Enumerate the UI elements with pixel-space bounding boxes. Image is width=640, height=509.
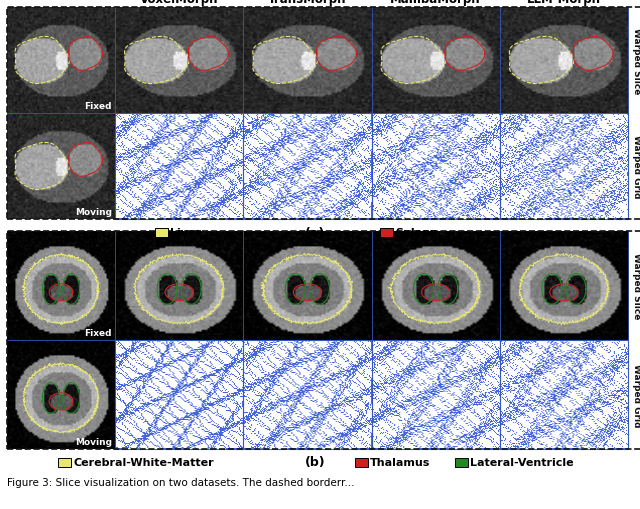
Text: Warped Grid: Warped Grid: [632, 363, 640, 427]
Text: MambaMorph: MambaMorph: [390, 0, 481, 6]
Bar: [371, 341, 500, 449]
Bar: [115, 114, 243, 219]
Text: Cerebral-White-Matter: Cerebral-White-Matter: [73, 457, 214, 467]
Text: TransMorph: TransMorph: [268, 0, 347, 6]
Bar: [115, 341, 243, 449]
Bar: [58, 458, 71, 467]
Text: Warped Slice: Warped Slice: [632, 253, 640, 319]
Text: Spleen: Spleen: [395, 228, 438, 238]
Text: Lateral-Ventricle: Lateral-Ventricle: [470, 457, 573, 467]
Text: Moving: Moving: [75, 437, 112, 446]
Text: Fixed: Fixed: [84, 328, 112, 337]
Text: Thalamus: Thalamus: [370, 457, 430, 467]
Bar: [355, 458, 368, 467]
Text: Figure 3: Slice visualization on two datasets. The dashed borderr...: Figure 3: Slice visualization on two dat…: [7, 477, 355, 487]
Bar: [7, 232, 640, 449]
Bar: [243, 341, 371, 449]
Bar: [155, 228, 168, 237]
Bar: [500, 114, 628, 219]
Text: Liver: Liver: [170, 228, 201, 238]
Text: Warped Slice: Warped Slice: [632, 28, 640, 94]
Bar: [371, 114, 500, 219]
Text: Fixed: Fixed: [84, 102, 112, 111]
Text: VoxelMorph: VoxelMorph: [140, 0, 218, 6]
Bar: [7, 8, 640, 219]
Text: (b): (b): [305, 456, 325, 469]
Bar: [243, 114, 371, 219]
Bar: [380, 228, 393, 237]
Bar: [500, 341, 628, 449]
Text: Moving: Moving: [75, 208, 112, 216]
Text: Warped Grid: Warped Grid: [632, 135, 640, 199]
Text: (a): (a): [305, 226, 325, 239]
Bar: [455, 458, 468, 467]
Text: LLM-Morph: LLM-Morph: [527, 0, 601, 6]
